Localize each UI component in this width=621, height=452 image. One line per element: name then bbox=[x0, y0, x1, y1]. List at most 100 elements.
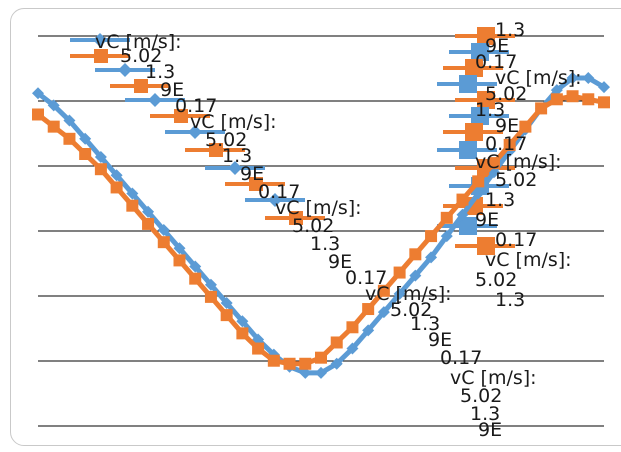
data-label-right-5: 1.3 bbox=[475, 99, 505, 121]
point-1-4 bbox=[94, 163, 107, 176]
legend-marker-left-9 bbox=[249, 177, 263, 191]
legend-marker-right-5 bbox=[471, 107, 489, 125]
point-1-19 bbox=[330, 336, 343, 349]
data-label-right-8: vC [m/s]: bbox=[475, 151, 562, 173]
point-1-34 bbox=[566, 90, 579, 103]
point-0-26 bbox=[440, 230, 453, 243]
point-0-2 bbox=[63, 114, 76, 127]
legend-marker-right-12 bbox=[477, 237, 495, 255]
data-label-17: 1.3 bbox=[410, 313, 440, 335]
point-0-18 bbox=[315, 366, 327, 379]
point-1-10 bbox=[189, 272, 202, 285]
legend-marker-left-3 bbox=[134, 79, 148, 93]
point-1-22 bbox=[377, 284, 390, 297]
point-0-3 bbox=[79, 132, 92, 145]
point-1-11 bbox=[204, 290, 217, 303]
point-1-35 bbox=[582, 93, 595, 106]
point-0-25 bbox=[425, 251, 438, 264]
point-1-14 bbox=[252, 342, 265, 355]
data-label-15: vC [m/s]: bbox=[365, 283, 452, 305]
point-1-0 bbox=[32, 108, 44, 121]
point-1-36 bbox=[598, 96, 610, 109]
point-1-7 bbox=[142, 217, 155, 230]
legend-marker-left-0 bbox=[93, 33, 107, 47]
point-0-4 bbox=[94, 151, 107, 164]
point-0-20 bbox=[346, 342, 359, 355]
legend-marker-left-1 bbox=[94, 49, 108, 63]
point-1-27 bbox=[456, 193, 469, 206]
point-0-21 bbox=[362, 324, 375, 337]
point-1-6 bbox=[126, 199, 139, 212]
data-label-right-13: vC [m/s]: bbox=[485, 249, 572, 271]
data-label-6: 5.02 bbox=[205, 129, 247, 151]
point-0-11 bbox=[204, 278, 217, 291]
point-1-29 bbox=[487, 157, 500, 170]
data-label-4: 0.17 bbox=[175, 95, 217, 117]
point-0-10 bbox=[189, 260, 202, 273]
data-label-23: 9E bbox=[478, 419, 502, 441]
legend-marker-left-11 bbox=[289, 211, 303, 225]
point-0-5 bbox=[110, 169, 123, 182]
legend-marker-left-4 bbox=[148, 93, 162, 107]
data-label-right-6: 9E bbox=[495, 115, 519, 137]
data-label-right-15: 1.3 bbox=[495, 289, 525, 311]
point-0-19 bbox=[330, 357, 343, 370]
data-label-20: vC [m/s]: bbox=[450, 367, 537, 389]
point-1-15 bbox=[267, 354, 280, 367]
point-0-22 bbox=[377, 306, 390, 319]
data-label-8: 9E bbox=[240, 163, 264, 185]
legend-marker-right-7 bbox=[459, 141, 477, 159]
data-label-9: 0.17 bbox=[258, 181, 300, 203]
point-1-23 bbox=[393, 266, 406, 279]
data-label-3: 9E bbox=[160, 79, 184, 101]
point-0-0 bbox=[32, 87, 44, 100]
point-1-32 bbox=[535, 102, 548, 115]
point-1-3 bbox=[79, 148, 92, 160]
point-1-8 bbox=[157, 236, 170, 249]
data-label-21: 5.02 bbox=[460, 385, 502, 407]
legend-marker-right-2 bbox=[465, 59, 483, 77]
point-1-25 bbox=[425, 230, 438, 243]
point-0-27 bbox=[456, 208, 469, 221]
data-label-11: 5.02 bbox=[292, 215, 334, 237]
point-0-33 bbox=[550, 84, 563, 97]
point-1-9 bbox=[173, 254, 186, 267]
data-label-right-10: 1.3 bbox=[485, 189, 515, 211]
point-1-26 bbox=[440, 211, 453, 224]
legend-marker-left-8 bbox=[228, 161, 242, 175]
legend-marker-left-2 bbox=[118, 63, 132, 77]
point-1-12 bbox=[220, 309, 233, 322]
legend-marker-left-7 bbox=[209, 143, 223, 157]
data-label-10: vC [m/s]: bbox=[275, 197, 362, 219]
point-0-7 bbox=[142, 205, 155, 218]
point-0-12 bbox=[220, 296, 233, 309]
point-1-30 bbox=[503, 138, 516, 151]
legend-marker-left-6 bbox=[188, 125, 202, 139]
data-label-18: 9E bbox=[428, 329, 452, 351]
point-1-17 bbox=[299, 357, 312, 370]
data-label-right-1: 9E bbox=[485, 35, 509, 57]
point-1-24 bbox=[409, 248, 422, 261]
data-label-19: 0.17 bbox=[440, 347, 482, 369]
legend-marker-left-5 bbox=[174, 109, 188, 123]
legend-marker-left-10 bbox=[268, 193, 282, 207]
point-1-20 bbox=[346, 321, 359, 334]
data-label-right-2: 0.17 bbox=[475, 51, 517, 73]
point-0-6 bbox=[126, 187, 139, 200]
series-layer bbox=[32, 72, 610, 379]
point-0-23 bbox=[393, 287, 406, 300]
data-label-right-7: 0.17 bbox=[485, 133, 527, 155]
data-label-7: 1.3 bbox=[222, 145, 252, 167]
data-label-right-14: 5.02 bbox=[475, 269, 517, 291]
data-label-right-4: 5.02 bbox=[485, 83, 527, 105]
data-label-right-9: 5.02 bbox=[495, 169, 537, 191]
point-0-28 bbox=[472, 187, 485, 200]
data-label-2: 1.3 bbox=[145, 61, 175, 83]
legend-marker-right-11 bbox=[459, 217, 477, 235]
data-label-1: 5.02 bbox=[120, 45, 162, 67]
data-label-13: 9E bbox=[328, 251, 352, 273]
legend-marker-right-1 bbox=[471, 43, 489, 61]
point-0-9 bbox=[173, 242, 186, 255]
point-1-16 bbox=[283, 357, 296, 370]
